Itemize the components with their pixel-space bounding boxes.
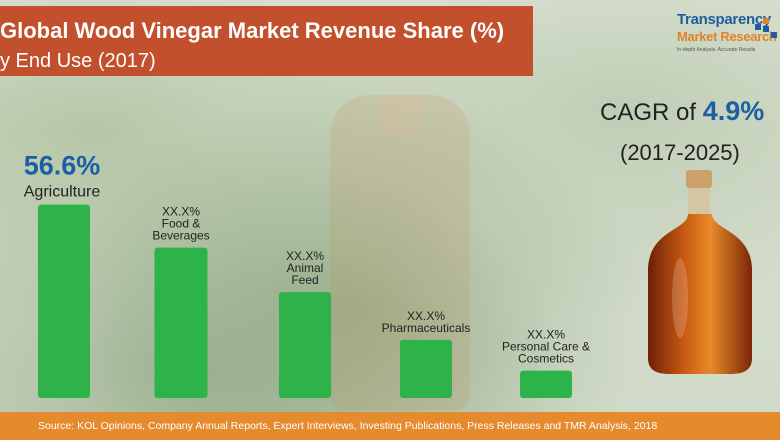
value-label-3: XX.X% — [286, 249, 324, 263]
title-banner: Global Wood Vinegar Market Revenue Share… — [0, 6, 533, 76]
value-label-4: XX.X% — [407, 309, 445, 323]
category-label-3-line-2: Feed — [291, 273, 318, 287]
cagr-period: (2017-2025) — [620, 140, 740, 165]
bar-2 — [154, 247, 208, 398]
category-label-4: Pharmaceuticals — [382, 321, 471, 335]
bar-4 — [400, 339, 452, 398]
value-label-1: 56.6% — [24, 151, 101, 181]
wood-vinegar-jug-image — [648, 170, 752, 374]
cagr-value: 4.9% — [702, 96, 765, 126]
value-label-5: XX.X% — [527, 328, 565, 342]
cagr-prefix: CAGR of — [600, 99, 703, 126]
category-label-2-line-1: Food & — [162, 217, 201, 231]
bar-5 — [520, 370, 572, 398]
category-label-2-line-2: Beverages — [152, 229, 209, 243]
category-label-5-line-1: Personal Care & — [502, 340, 590, 354]
category-label-1: Agriculture — [24, 184, 101, 201]
source-note: Source: KOL Opinions, Company Annual Rep… — [38, 420, 658, 432]
logo-tagline: In-depth Analysis. Accurate Results — [677, 47, 756, 53]
logo-icon — [755, 18, 777, 38]
chart-title: Global Wood Vinegar Market Revenue Share… — [0, 18, 505, 43]
logo-text: Transparency — [677, 11, 771, 28]
cagr-label: CAGR of 4.9% — [600, 96, 764, 127]
source-bar — [0, 412, 780, 440]
category-label-3-line-1: Animal — [287, 261, 324, 275]
category-label-5-line-2: Cosmetics — [518, 352, 574, 366]
value-label-2: XX.X% — [162, 205, 200, 219]
bar-1 — [38, 204, 90, 398]
background-bottle-neck — [378, 95, 422, 135]
bar-3 — [279, 292, 331, 398]
logo-text-secondary: Market Research — [677, 29, 777, 44]
chart-subtitle: y End Use (2017) — [0, 50, 156, 72]
